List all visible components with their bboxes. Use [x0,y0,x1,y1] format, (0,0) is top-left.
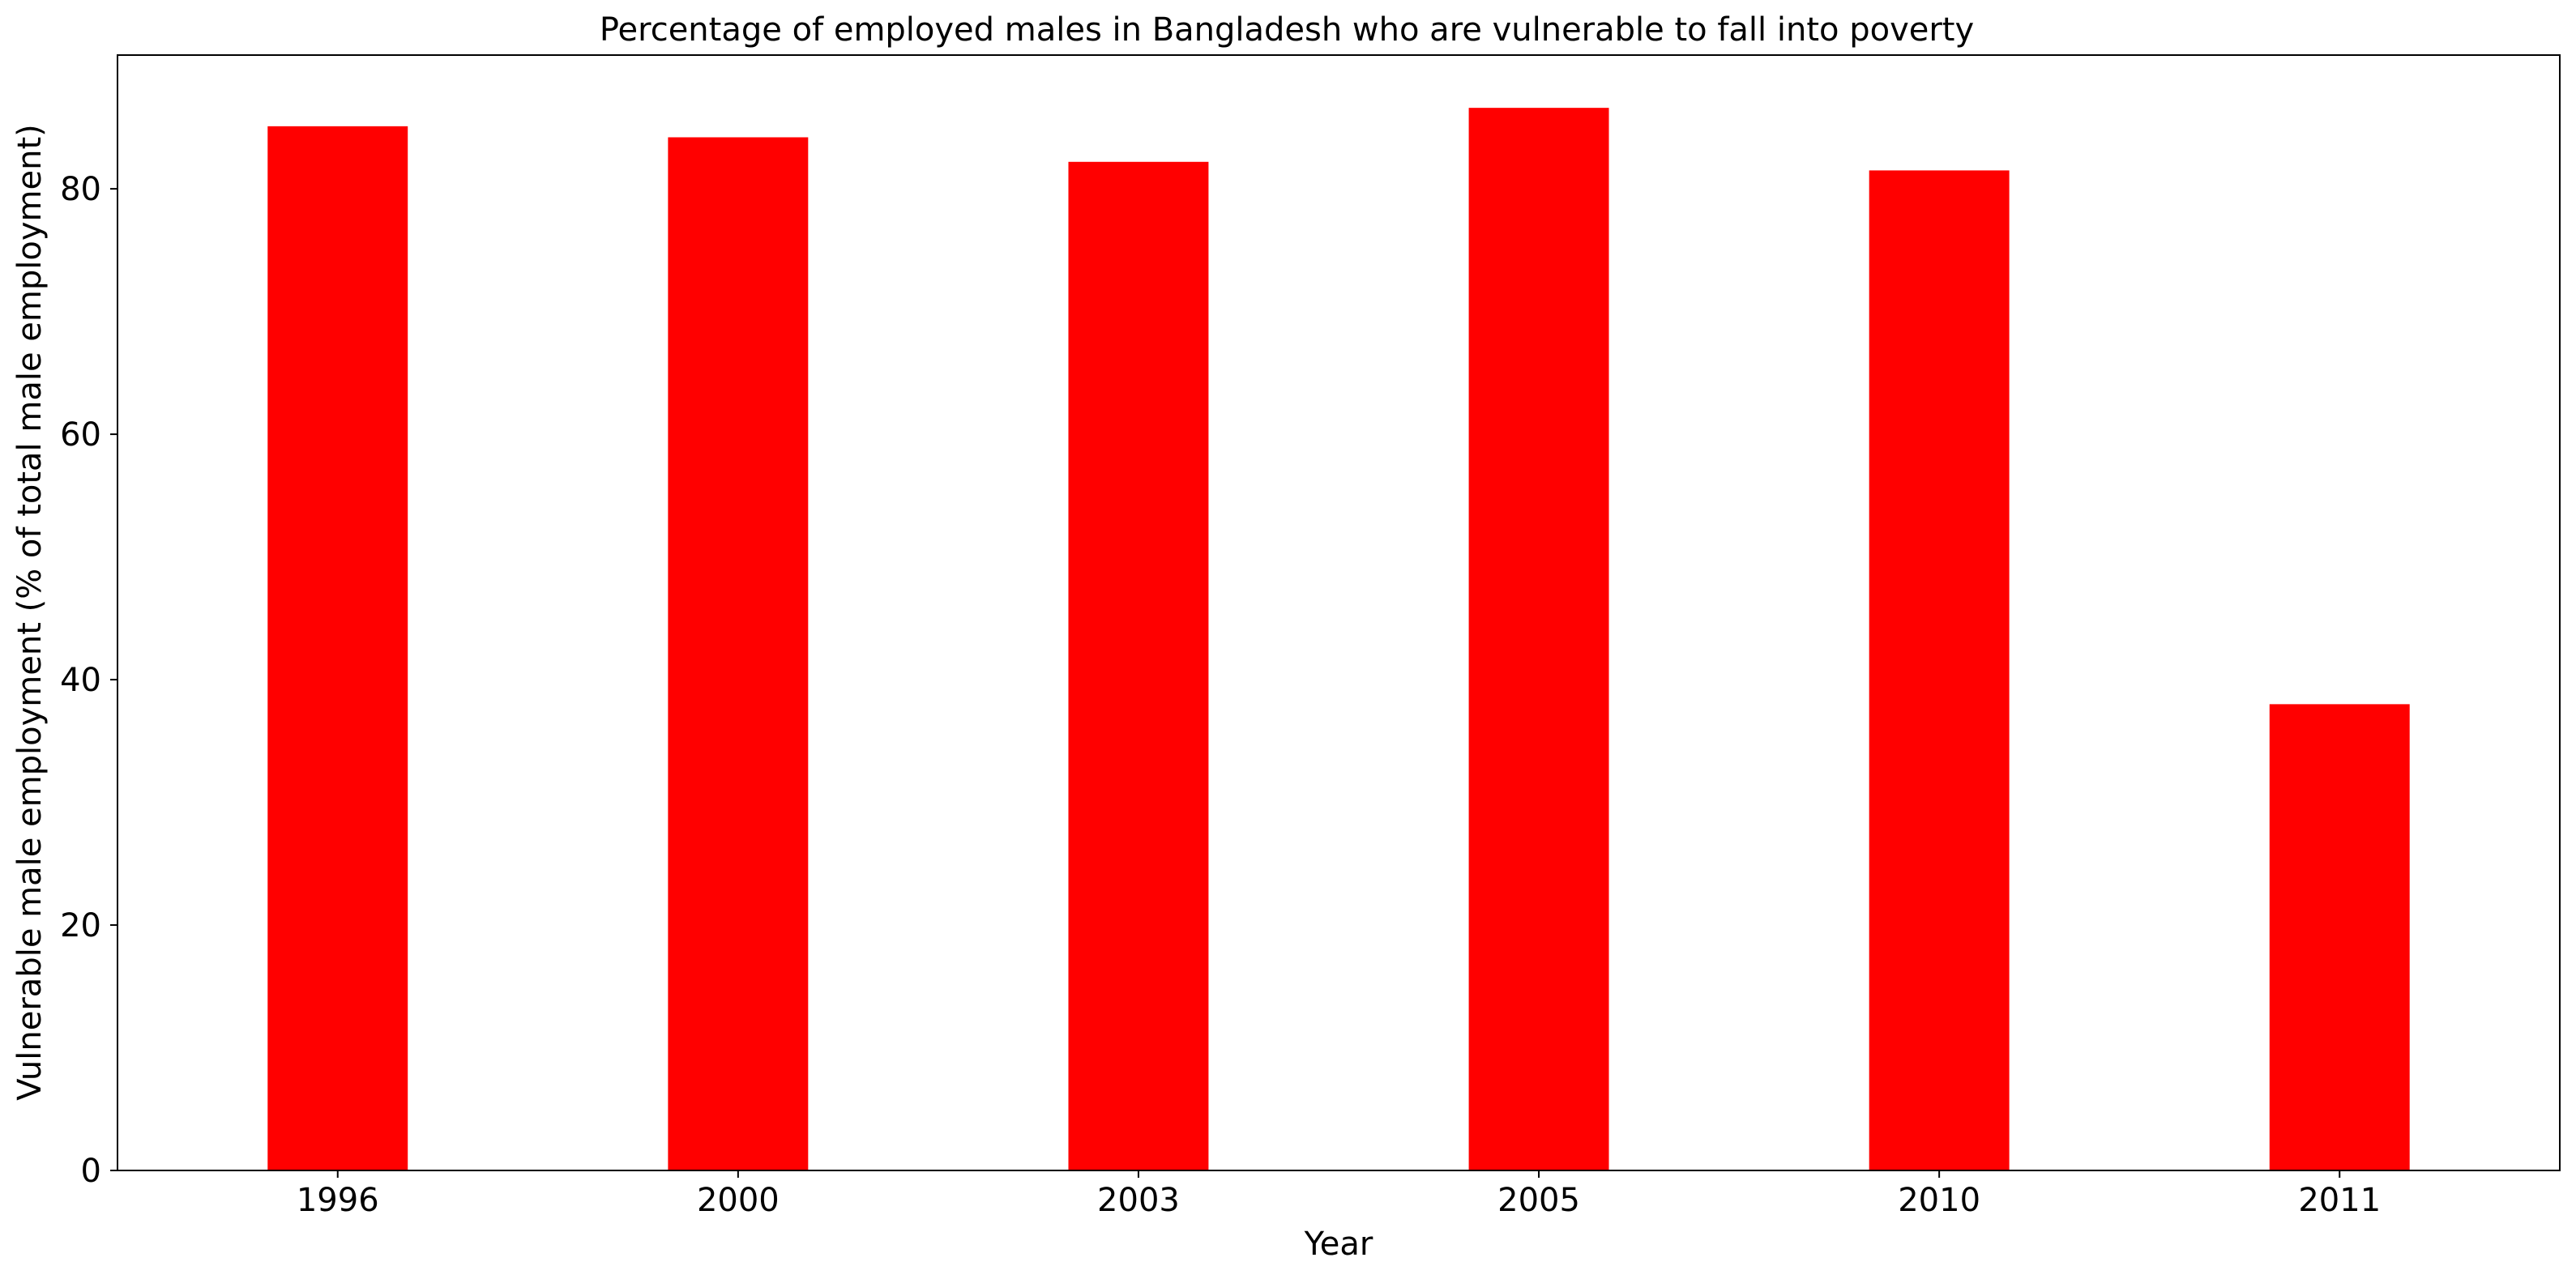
x-tick-label: 2010 [1898,1182,1980,1219]
y-tick-label: 60 [60,416,101,454]
bars-group [267,108,2410,1171]
y-axis-label: Vulnerable male employment (% of total m… [11,124,49,1100]
y-axis-ticks: 0 20 40 60 80 [60,171,117,1190]
x-tick-label: 2000 [697,1182,780,1219]
bar-2000 [668,137,809,1170]
y-tick-label: 0 [81,1153,101,1190]
x-tick-label: 2011 [2298,1182,2381,1219]
x-tick-label: 1996 [297,1182,379,1219]
bar-2011 [2269,704,2410,1170]
bar-2010 [1869,170,2010,1171]
x-tick-label: 2003 [1097,1182,1180,1219]
x-axis-ticks: 1996 2000 2003 2005 2010 2011 [297,1170,2381,1219]
y-tick-label: 40 [60,662,101,699]
x-axis-label: Year [1304,1226,1373,1263]
bar-2003 [1068,161,1209,1170]
bar-2005 [1468,108,1609,1170]
x-tick-label: 2005 [1497,1182,1580,1219]
y-tick-label: 80 [60,171,101,208]
plot-frame [117,54,2561,1171]
bar-1996 [267,126,408,1171]
y-tick-label: 20 [60,907,101,944]
chart-title: Percentage of employed males in Banglade… [600,11,1974,49]
